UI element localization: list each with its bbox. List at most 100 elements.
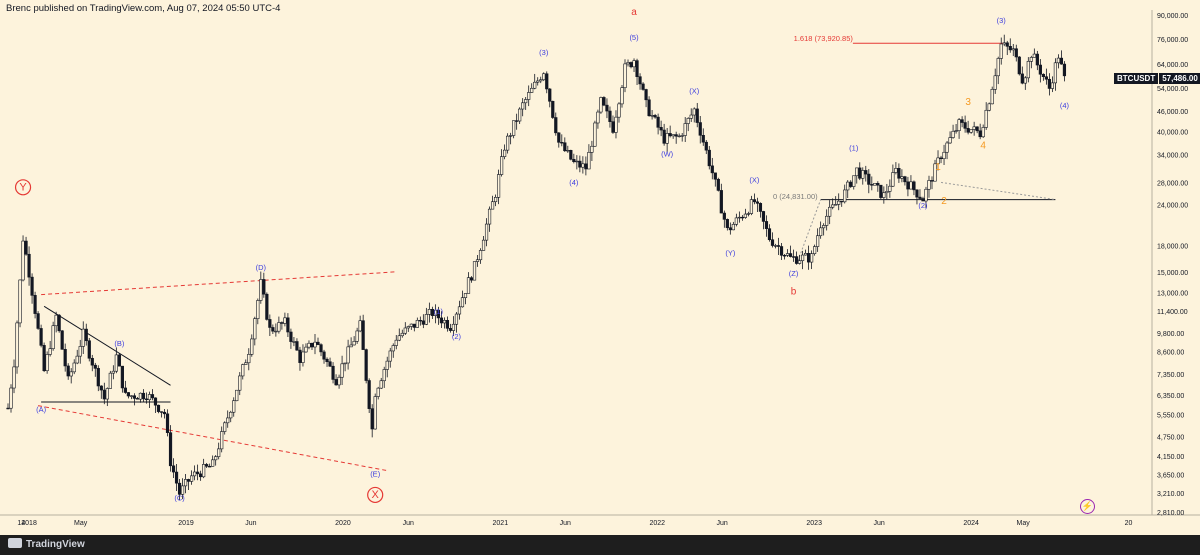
candle-body xyxy=(108,372,112,389)
candle-body xyxy=(472,261,477,281)
candle-body xyxy=(397,335,401,341)
candle-body xyxy=(180,485,185,495)
candle-body xyxy=(677,135,681,138)
candle-body xyxy=(111,370,115,374)
candle-body xyxy=(816,235,820,247)
candle-body xyxy=(463,293,468,298)
candle-body xyxy=(253,318,257,340)
candle-body xyxy=(1023,77,1027,84)
candle-body xyxy=(596,111,600,124)
candle-body xyxy=(728,227,732,231)
candle-body xyxy=(503,149,507,157)
x-tick-label: 2020 xyxy=(335,520,351,527)
candle-body xyxy=(42,345,46,372)
candle-body xyxy=(90,357,94,366)
wave-label: 4 xyxy=(980,140,986,151)
candle-body xyxy=(972,126,976,130)
candle-body xyxy=(57,314,61,332)
candle-body xyxy=(364,349,368,381)
candle-body xyxy=(102,389,106,400)
candle-body xyxy=(635,60,639,77)
candle-body xyxy=(563,142,567,152)
candle-body xyxy=(665,133,669,144)
candle-body xyxy=(539,79,543,82)
lightning-icon[interactable]: ⚡ xyxy=(1080,499,1095,514)
triangle-lower xyxy=(38,405,388,472)
candle-body xyxy=(963,122,967,129)
candle-body xyxy=(623,63,627,88)
candle-body xyxy=(186,479,191,482)
candle-body xyxy=(379,380,383,389)
y-tick-label: 9,800.00 xyxy=(1157,331,1184,338)
candle-body xyxy=(457,306,462,315)
candle-body xyxy=(171,465,176,473)
y-tick-label: 64,000.00 xyxy=(1157,62,1188,69)
triangle-upper xyxy=(41,271,396,296)
wave-label: (3) xyxy=(997,16,1007,25)
candle-body xyxy=(331,365,335,380)
wave-label: (X) xyxy=(689,87,700,96)
candle-body xyxy=(506,135,510,151)
candle-body xyxy=(897,168,901,179)
candle-body xyxy=(500,156,504,175)
candle-body xyxy=(545,73,549,90)
candle-body xyxy=(211,459,215,467)
candle-body xyxy=(713,172,717,180)
candle-body xyxy=(542,73,546,81)
candle-body xyxy=(256,300,260,319)
y-tick-label: 28,000.00 xyxy=(1157,180,1188,187)
candle-body xyxy=(659,127,663,131)
candle-body xyxy=(599,97,603,113)
candle-body xyxy=(310,342,314,348)
price-chart[interactable]: 90,000.00 76,000.00 64,000.00 54,000.00 46,0… xyxy=(0,0,1200,535)
candle-body xyxy=(241,364,245,377)
wave-label: (4) xyxy=(569,178,579,187)
candle-body xyxy=(376,387,380,397)
candle-body xyxy=(885,191,889,194)
x-tick-label: May xyxy=(74,520,88,527)
candle-body xyxy=(906,181,910,190)
candle-body xyxy=(292,341,296,343)
candle-body xyxy=(653,115,657,118)
candle-body xyxy=(337,376,341,386)
grid-and-axes: 90,000.00 76,000.00 64,000.00 54,000.00 46,0… xyxy=(0,10,1200,527)
candle-body xyxy=(740,216,744,219)
candle-body xyxy=(168,432,173,467)
candle-body xyxy=(936,157,940,165)
candle-body xyxy=(737,216,741,219)
candle-body xyxy=(716,178,720,191)
candle-body xyxy=(394,339,398,346)
candle-body xyxy=(975,126,979,132)
candle-body xyxy=(668,133,672,137)
candle-body xyxy=(692,108,696,116)
candle-body xyxy=(948,137,952,144)
candle-body xyxy=(183,479,188,487)
candle-body xyxy=(487,208,492,225)
candle-body xyxy=(289,331,293,342)
y-tick-label: 90,000.00 xyxy=(1157,13,1188,20)
wave-label: 1.618 (73,920.85) xyxy=(794,34,854,43)
y-tick-label: 13,000.00 xyxy=(1157,290,1188,297)
candle-body xyxy=(283,317,287,324)
x-tick-label: 2021 xyxy=(493,520,509,527)
candle-body xyxy=(560,142,564,144)
candle-body xyxy=(415,319,419,328)
candle-body xyxy=(433,309,437,316)
candle-body xyxy=(9,387,13,409)
candle-body xyxy=(81,328,85,347)
candle-body xyxy=(849,181,853,187)
x-tick-label: 2024 xyxy=(963,520,979,527)
wave-circle xyxy=(367,486,384,504)
candle-body xyxy=(822,225,826,229)
candle-body xyxy=(590,145,594,153)
candle-body xyxy=(481,239,486,251)
candle-body xyxy=(400,332,404,337)
candle-body xyxy=(1062,63,1067,77)
wave-label: (2) xyxy=(452,332,462,341)
candle-body xyxy=(912,181,916,191)
wave-label: (B) xyxy=(114,339,125,348)
candle-body xyxy=(611,121,615,133)
candle-body xyxy=(614,116,618,133)
candle-body xyxy=(352,341,356,346)
wave-label: 0 (24,831.00) xyxy=(773,192,818,201)
